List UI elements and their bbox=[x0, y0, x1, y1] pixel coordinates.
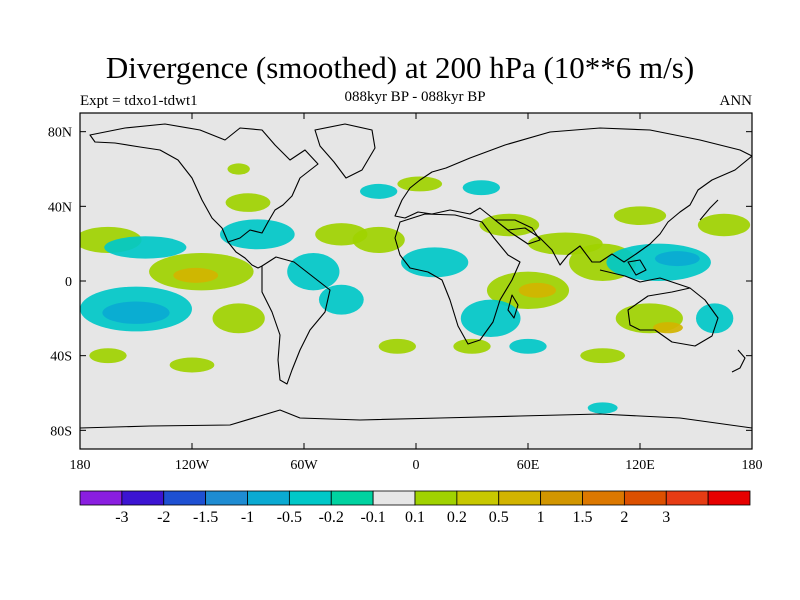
colorbar-label: 0.1 bbox=[405, 509, 425, 526]
colorbar-swatch bbox=[121, 490, 165, 506]
colorbar-swatch bbox=[498, 490, 542, 506]
plot-subtitle: 088kyr BP - 088kyr BP bbox=[344, 89, 486, 105]
x-tick-label: 60W bbox=[290, 458, 318, 473]
divergence-blob bbox=[104, 236, 187, 259]
divergence-blob bbox=[697, 213, 751, 237]
divergence-blob bbox=[509, 338, 547, 354]
divergence-blob bbox=[587, 402, 618, 414]
colorbar-swatch bbox=[372, 490, 416, 506]
divergence-blob bbox=[462, 180, 501, 196]
colorbar-label: -2 bbox=[157, 509, 170, 526]
colorbar-swatch bbox=[330, 490, 374, 506]
coastline-new-zealand bbox=[731, 349, 746, 373]
colorbar-swatch bbox=[456, 490, 500, 506]
coastline-madagascar bbox=[507, 294, 519, 319]
colorbar-label: 2 bbox=[620, 509, 628, 526]
x-tick-label: 120W bbox=[175, 458, 210, 473]
colorbar-label: 1.5 bbox=[573, 509, 593, 526]
divergence-blob bbox=[225, 193, 271, 212]
divergence-blob bbox=[173, 267, 219, 283]
colorbar-label: -3 bbox=[115, 509, 128, 526]
coastlines bbox=[80, 123, 752, 429]
divergence-blob bbox=[360, 183, 398, 199]
x-tick-label: 180 bbox=[742, 458, 763, 473]
colorbar-swatch bbox=[163, 490, 207, 506]
colorbar-label: 3 bbox=[662, 509, 670, 526]
experiment-label: Expt = tdxo1-tdwt1 bbox=[80, 93, 198, 109]
divergence-blob bbox=[479, 213, 540, 237]
colorbar-swatch bbox=[414, 490, 458, 506]
divergence-blob bbox=[453, 338, 491, 354]
divergence-blob bbox=[401, 247, 469, 278]
x-tick-label: 180 bbox=[70, 458, 91, 473]
divergence-blob bbox=[378, 338, 417, 354]
colorbar-swatch bbox=[288, 490, 332, 506]
colorbar-swatch bbox=[79, 490, 123, 506]
divergence-blob bbox=[518, 282, 556, 298]
colorbar-swatch bbox=[623, 490, 667, 506]
coastline-arabia bbox=[494, 219, 541, 245]
coastline-indonesia bbox=[599, 269, 691, 289]
colorbar-swatch bbox=[540, 490, 583, 506]
colorbar-swatch bbox=[665, 490, 709, 506]
coastline-japan bbox=[699, 199, 719, 221]
plot-title: Divergence (smoothed) at 200 hPa (10**6 … bbox=[105, 50, 695, 85]
x-tick-label: 120E bbox=[625, 458, 655, 473]
colorbar-label: -0.2 bbox=[319, 509, 344, 526]
divergence-blob bbox=[653, 322, 683, 334]
coastline-central-america bbox=[227, 241, 263, 269]
divergence-blob bbox=[460, 299, 521, 338]
coastline-north-america bbox=[89, 123, 319, 243]
coastline-australia bbox=[627, 287, 719, 347]
y-tick-label: 0 bbox=[65, 275, 72, 290]
divergence-blob bbox=[287, 252, 340, 291]
divergence-blob bbox=[227, 163, 250, 175]
divergence-blob bbox=[89, 348, 127, 364]
coastline-greenland bbox=[314, 123, 376, 179]
colorbar-swatch bbox=[205, 490, 248, 506]
divergence-blob bbox=[220, 219, 295, 250]
colorbar-label: -1 bbox=[241, 509, 254, 526]
colorbar-label: 0.5 bbox=[489, 509, 509, 526]
divergence-fields bbox=[80, 163, 751, 414]
map-axes: 180 120W 60W 0 60E 120E 180 80N 40N 0 40S 80S bbox=[48, 113, 763, 473]
divergence-blob bbox=[102, 301, 170, 324]
divergence-blob bbox=[318, 284, 364, 315]
divergence-blob bbox=[169, 357, 215, 373]
colorbar: -3 -2 -1.5 -1 -0.5 -0.2 -0.1 0.1 0.2 0.5 1 1.5 2 3 bbox=[79, 490, 751, 526]
y-tick-label: 80N bbox=[48, 126, 72, 141]
divergence-blob bbox=[352, 226, 405, 253]
x-tick-label: 0 bbox=[413, 458, 420, 473]
coastline-antarctica bbox=[80, 409, 752, 429]
y-tick-label: 40N bbox=[48, 200, 72, 215]
colorbar-label: -0.5 bbox=[277, 509, 302, 526]
coastline-africa bbox=[394, 213, 521, 345]
divergence-blob bbox=[613, 206, 667, 226]
colorbar-swatch bbox=[582, 490, 625, 506]
coastline-south-america bbox=[261, 256, 331, 385]
coastline-eurasia bbox=[394, 127, 752, 266]
divergence-blob bbox=[212, 303, 265, 334]
colorbar-label: 0.2 bbox=[447, 509, 467, 526]
colorbar-swatch bbox=[707, 490, 751, 506]
colorbar-swatch bbox=[247, 490, 290, 506]
divergence-blob bbox=[397, 176, 443, 192]
divergence-blob bbox=[696, 303, 734, 334]
colorbar-label: -0.1 bbox=[360, 509, 385, 526]
x-tick-label: 60E bbox=[517, 458, 540, 473]
divergence-blob bbox=[654, 251, 700, 267]
colorbar-label: 1 bbox=[537, 509, 545, 526]
y-tick-label: 40S bbox=[50, 350, 72, 365]
coastline-borneo bbox=[627, 259, 647, 276]
season-label: ANN bbox=[719, 93, 753, 109]
colorbar-label: -1.5 bbox=[193, 509, 218, 526]
y-tick-label: 80S bbox=[50, 424, 72, 439]
divergence-blob bbox=[580, 348, 626, 364]
